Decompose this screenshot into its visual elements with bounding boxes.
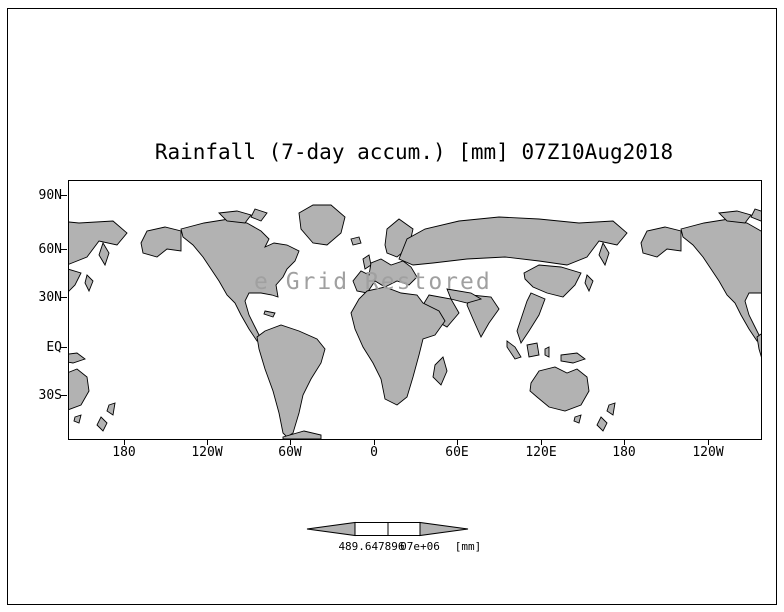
landmass-middle-east xyxy=(446,288,483,304)
colorbar: 489.6 47896 07e+06 [mm] xyxy=(305,521,481,555)
landmass-cuba xyxy=(263,310,276,318)
lat-label-eq: EQ xyxy=(46,340,62,355)
y-tick xyxy=(61,195,67,196)
colorbar-unit-label: [mm] xyxy=(454,540,482,553)
x-tick xyxy=(124,439,125,445)
lat-label-30n: 30N xyxy=(38,290,62,305)
landmass-arctic-islands-2 xyxy=(250,208,268,222)
landmass-arctic-islands xyxy=(218,210,252,224)
landmass-britain xyxy=(362,254,372,270)
landmass-sumatra xyxy=(506,340,522,360)
colorbar-tick-label-2: 47896 xyxy=(371,540,405,553)
y-tick xyxy=(61,249,67,250)
lon-label-120e: 120E xyxy=(525,445,557,460)
x-tick xyxy=(708,439,709,445)
landmass-antarctic-strip xyxy=(282,430,322,439)
watermark-text: e Grid Restored xyxy=(254,269,492,295)
landmass-iceland xyxy=(350,236,362,246)
y-tick xyxy=(61,395,67,396)
colorbar-right-arrow xyxy=(419,521,469,537)
x-tick xyxy=(374,439,375,445)
landmass-madagascar xyxy=(432,356,448,386)
lat-label-60n: 60N xyxy=(38,242,62,257)
landmass-africa xyxy=(350,286,446,406)
landmass-borneo xyxy=(526,342,540,358)
colorbar-left-arrow xyxy=(306,521,356,537)
x-tick xyxy=(624,439,625,445)
lon-label-60w: 60W xyxy=(278,445,302,460)
colorbar-tick-label-1: 489.6 xyxy=(338,540,372,553)
landmass-siberia xyxy=(398,216,628,266)
lon-label-0: 0 xyxy=(370,445,378,460)
landmass-greenland xyxy=(298,204,346,246)
colorbar-shape xyxy=(306,521,469,537)
landmass-india xyxy=(466,294,500,338)
lat-label-90n: 90N xyxy=(38,188,62,203)
x-tick xyxy=(457,439,458,445)
landmass-new-zealand-south xyxy=(596,416,608,432)
lon-label-60e: 60E xyxy=(445,445,469,460)
x-tick xyxy=(541,439,542,445)
x-tick xyxy=(290,439,291,445)
y-tick xyxy=(61,347,67,348)
landmass-north-america xyxy=(180,218,300,344)
x-tick xyxy=(207,439,208,445)
world-landmasses xyxy=(140,204,628,439)
lon-label-120w-a: 120W xyxy=(191,445,223,460)
colorbar-tick-label-3: 07e+06 xyxy=(400,540,440,553)
lon-label-180-a: 180 xyxy=(112,445,136,460)
lon-label-120w-b: 120W xyxy=(692,445,724,460)
lat-label-30s: 30S xyxy=(38,388,62,403)
plot-title: Rainfall (7-day accum.) [mm] 07Z10Aug201… xyxy=(154,140,674,164)
world-wrap-right xyxy=(640,204,761,439)
landmass-south-america xyxy=(256,324,326,438)
world-wrap-left xyxy=(69,204,128,439)
landmass-tasmania xyxy=(573,414,582,424)
landmass-sulawesi xyxy=(544,346,550,358)
landmass-japan xyxy=(584,274,594,293)
landmass-east-asia xyxy=(523,264,582,298)
landmass-europe xyxy=(352,258,418,294)
world-map xyxy=(69,204,761,439)
landmass-australia xyxy=(529,366,590,412)
landmass-new-zealand-north xyxy=(606,402,616,416)
landmass-alaska xyxy=(140,226,182,258)
landmass-new-guinea xyxy=(560,352,586,364)
lon-label-180-b: 180 xyxy=(612,445,636,460)
landmass-southeast-asia xyxy=(516,292,546,345)
y-tick xyxy=(61,297,67,298)
map-frame: e Grid Restored xyxy=(68,180,762,440)
landmass-kamchatka xyxy=(598,241,610,267)
